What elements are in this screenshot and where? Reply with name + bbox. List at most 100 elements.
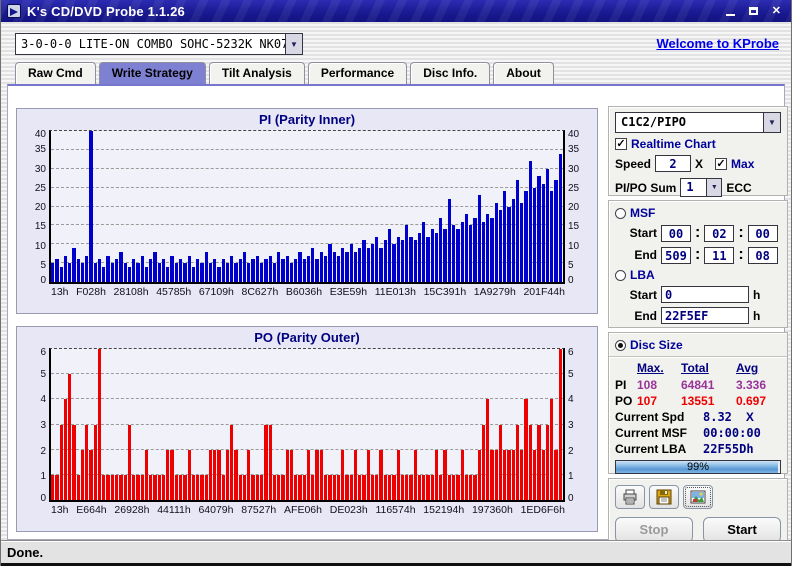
bar: [234, 450, 237, 500]
pipo-sum-select[interactable]: 1 ▼: [680, 178, 722, 197]
chevron-down-icon[interactable]: ▼: [706, 179, 721, 196]
bar: [465, 475, 468, 500]
stats-value: 64841: [681, 378, 736, 392]
msf-start-label: Start: [625, 226, 657, 240]
bar: [136, 475, 139, 500]
mode-select[interactable]: C1C2/PIPO ▼: [615, 112, 781, 133]
current-label: Current Spd: [615, 410, 703, 424]
bar: [124, 263, 127, 282]
close-icon[interactable]: ✕: [772, 6, 781, 16]
bar: [205, 252, 208, 282]
msf-start-sec[interactable]: 02: [704, 225, 734, 242]
bar: [298, 252, 301, 282]
bar: [465, 214, 468, 282]
bar: [490, 450, 493, 500]
y-axis-left: 0123456: [23, 348, 49, 502]
speed-input[interactable]: 2: [655, 155, 691, 172]
bar: [426, 475, 429, 500]
bar: [388, 229, 391, 282]
bar: [546, 425, 549, 501]
bar: [51, 475, 54, 500]
bar: [119, 475, 122, 500]
y-axis-label: 0: [568, 493, 574, 504]
bar: [554, 450, 557, 500]
status-bar: Done.: [1, 540, 791, 566]
msf-radio[interactable]: [615, 208, 626, 219]
stats-header-total: Total: [681, 361, 736, 375]
y-axis-label: 3: [40, 420, 46, 431]
bar: [495, 203, 498, 282]
bar: [307, 256, 310, 282]
tab-disc-info[interactable]: Disc Info.: [410, 62, 490, 84]
bar: [251, 259, 254, 282]
tab-write-strategy[interactable]: Write Strategy: [99, 62, 206, 84]
bar: [315, 450, 318, 500]
y-axis-label: 10: [35, 241, 46, 252]
bar: [337, 475, 340, 500]
bar: [495, 450, 498, 500]
bar: [281, 475, 284, 500]
bar: [452, 225, 455, 282]
bar: [81, 450, 84, 500]
welcome-link[interactable]: Welcome to KProbe: [656, 36, 779, 51]
y-axis-label: 5: [568, 369, 574, 380]
bar: [524, 191, 527, 282]
print-button[interactable]: [615, 485, 645, 509]
stats-header-avg: Avg: [736, 361, 781, 375]
bar: [213, 450, 216, 500]
actions-group: Stop Start: [608, 478, 788, 544]
bar: [222, 475, 225, 500]
tab-performance[interactable]: Performance: [308, 62, 407, 84]
bar: [533, 188, 536, 282]
tab-raw-cmd[interactable]: Raw Cmd: [15, 62, 96, 84]
msf-start-frame[interactable]: 00: [748, 225, 778, 242]
disc-size-radio[interactable]: [615, 340, 626, 351]
max-speed-checkbox[interactable]: ✓: [715, 158, 727, 170]
x-axis-label: 201F44h: [523, 286, 564, 300]
tab-tilt-analysis[interactable]: Tilt Analysis: [209, 62, 305, 84]
msf-end-frame[interactable]: 08: [748, 247, 778, 264]
sidebar: C1C2/PIPO ▼ ✓ Realtime Chart Speed 2 X ✓…: [608, 106, 788, 548]
y-axis-label: 35: [35, 144, 46, 155]
x-axis-label: 13h: [51, 504, 69, 518]
bar: [269, 256, 272, 282]
drive-select[interactable]: 3-0-0-0 LITE-ON COMBO SOHC-5232K NK07 ▼: [15, 33, 303, 55]
bar: [490, 218, 493, 282]
bar: [533, 450, 536, 500]
bar: [546, 169, 549, 282]
tab-about[interactable]: About: [493, 62, 554, 84]
lba-end-input[interactable]: 22F5EF: [661, 307, 749, 324]
bar: [524, 399, 527, 500]
x-axis-label: E3E59h: [330, 286, 367, 300]
lba-start-input[interactable]: 0: [661, 286, 749, 303]
bar: [145, 267, 148, 282]
bar: [281, 259, 284, 282]
bar: [77, 475, 80, 500]
bar: [273, 263, 276, 282]
tab-page-write-strategy: PI (Parity Inner) 0510152025303540 05101…: [7, 84, 785, 540]
bar: [247, 450, 250, 500]
msf-end-min[interactable]: 509: [661, 247, 691, 264]
bar: [290, 263, 293, 282]
save-chart-image-button[interactable]: [683, 485, 713, 509]
chevron-down-icon[interactable]: ▼: [285, 34, 302, 54]
chevron-down-icon[interactable]: ▼: [763, 113, 780, 132]
bar: [179, 475, 182, 500]
save-button[interactable]: [649, 485, 679, 509]
bar: [529, 161, 532, 282]
bar: [324, 256, 327, 282]
msf-start-min[interactable]: 00: [661, 225, 691, 242]
current-row: Current Spd8.32X: [615, 410, 781, 424]
msf-end-sec[interactable]: 11: [704, 247, 734, 264]
bar: [418, 233, 421, 282]
bar: [222, 259, 225, 282]
bar: [435, 233, 438, 282]
maximize-icon[interactable]: [749, 7, 758, 15]
realtime-chart-checkbox[interactable]: ✓: [615, 138, 627, 150]
bar: [362, 475, 365, 500]
x-axis-label: E664h: [76, 504, 106, 518]
bar: [119, 252, 122, 282]
minimize-icon[interactable]: [726, 14, 735, 16]
lba-radio[interactable]: [615, 270, 626, 281]
bar: [362, 240, 365, 282]
